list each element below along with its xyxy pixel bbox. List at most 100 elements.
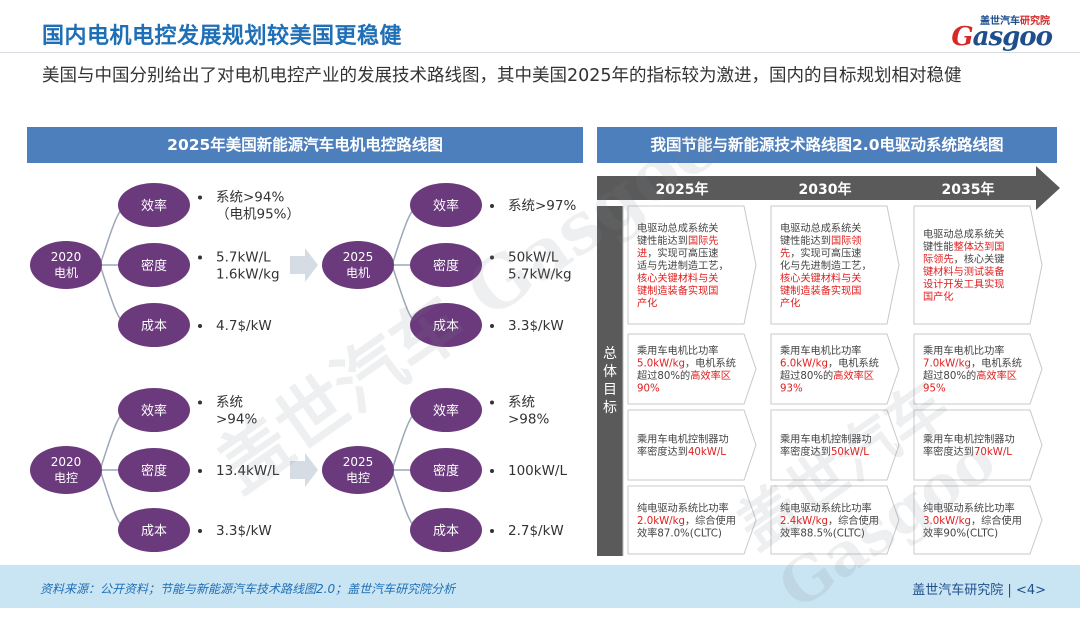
end-node	[322, 446, 394, 494]
target-text-line: 乘用车电机控制器功	[923, 433, 1015, 446]
metric-from-value: 系统	[216, 395, 243, 411]
highlight-text: 进	[637, 247, 647, 259]
target-text-line: 键性能达到国际领	[780, 234, 862, 247]
start-node-year: 2020	[51, 455, 82, 469]
highlight-text: 93%	[780, 384, 803, 395]
highlight-text: 键制造装备实现国	[780, 284, 862, 297]
highlight-text: 5.0kW/kg	[637, 359, 685, 370]
metric-node	[118, 303, 190, 347]
target-text-line: 率密度达到70kW/L	[923, 445, 1012, 458]
target-box	[913, 485, 1043, 555]
metric-node-label: 成本	[141, 319, 167, 334]
highlight-text: 高效率区	[690, 369, 731, 382]
target-text-line: 适与先进制造工艺，	[637, 259, 729, 272]
highlight-text: 70kW/L	[974, 447, 1012, 458]
header-divider	[0, 52, 1080, 53]
gasgoo-logo: 盖世汽车研究院 Gasgoo	[938, 12, 1058, 52]
plain-text: 乘用车电机控制器功	[780, 433, 872, 446]
end-node-label: 电机	[346, 266, 370, 280]
metric-node	[410, 508, 482, 552]
target-text-line: 7.0kW/kg，电机系统	[923, 357, 1022, 370]
metric-node-label: 效率	[141, 198, 167, 214]
highlight-text: 产化	[637, 296, 657, 309]
side-label-char: 目	[603, 382, 617, 398]
metric-node	[118, 243, 190, 287]
metric-from-value: 1.6kW/kg	[216, 267, 280, 283]
metric-node-label: 成本	[433, 524, 459, 539]
highlight-text: 键材料与测试装备	[923, 265, 1005, 278]
metric-node-label: 密度	[141, 463, 167, 479]
highlight-text: 90%	[637, 384, 660, 395]
plain-text: 纯电驱动系统比功率	[923, 501, 1015, 514]
target-box	[770, 485, 900, 555]
plain-text: 效率88.5%(CLTC)	[780, 526, 865, 539]
plain-text: ，综合使用	[685, 514, 736, 527]
target-text-line: 键材料与测试装备	[923, 265, 1005, 278]
year-label: 2030年	[799, 181, 852, 198]
end-node-year: 2025	[343, 250, 374, 264]
plain-text: 超过80%的	[923, 369, 976, 382]
target-text-line: 率密度达到40kW/L	[637, 445, 726, 458]
metric-node-label: 效率	[433, 403, 459, 419]
target-text-line: 超过80%的高效率区	[637, 369, 731, 382]
metric-node	[118, 508, 190, 552]
highlight-text: 7.0kW/kg	[923, 359, 971, 370]
target-text-line: 国产化	[923, 290, 954, 303]
end-node-year: 2025	[343, 455, 374, 469]
end-node-label: 电控	[346, 471, 370, 485]
metric-to-value: 100kW/L	[508, 463, 567, 479]
metric-from-value: 13.4kW/L	[216, 463, 280, 479]
plain-text: 率密度达到	[923, 445, 974, 458]
metric-node-label: 效率	[141, 403, 167, 419]
target-text-line: 际领先，核心关键	[923, 253, 1005, 266]
metric-to-value: 5.7kW/kg	[508, 267, 572, 283]
metric-node	[410, 448, 482, 492]
bullet	[490, 324, 494, 328]
target-box	[627, 409, 757, 481]
target-box	[770, 333, 900, 405]
metric-to-value: 50kW/L	[508, 250, 559, 266]
side-label-char: 总	[603, 346, 617, 362]
plain-text: 纯电驱动系统比功率	[637, 501, 729, 514]
target-text-line: 5.0kW/kg，电机系统	[637, 357, 736, 370]
target-text-line: 93%	[780, 384, 803, 395]
target-text-line: 效率90%(CLTC)	[923, 526, 998, 539]
metric-node-label: 密度	[433, 463, 459, 479]
page-subtitle: 美国与中国分别给出了对电机电控产业的发展技术路线图，其中美国2025年的指标较为…	[42, 66, 962, 86]
target-text-line: 6.0kW/kg，电机系统	[780, 357, 879, 370]
plain-text: 乘用车电机比功率	[923, 344, 1005, 357]
bullet	[198, 469, 202, 473]
plain-text: ，电机系统	[685, 357, 736, 370]
highlight-text: 2.4kW/kg	[780, 516, 828, 527]
plain-text: 化与先进制造工艺，	[780, 259, 872, 272]
metric-to-value: >98%	[508, 412, 549, 428]
target-text-line: 先，实现可高压速	[780, 246, 862, 259]
plain-text: 乘用车电机控制器功	[923, 433, 1015, 446]
metric-to-value: 2.7$/kW	[508, 523, 564, 539]
bullet	[490, 469, 494, 473]
highlight-text: 整体达到国	[954, 240, 1005, 253]
metric-node	[118, 183, 190, 227]
plain-text: 电驱动总成系统关	[637, 221, 719, 234]
footer-bar	[0, 565, 1080, 608]
target-text-line: 率密度达到50kW/L	[780, 445, 869, 458]
plain-text: 键性能达到	[780, 234, 831, 247]
plain-text: 效率87.0%(CLTC)	[637, 526, 722, 539]
highlight-text: 高效率区	[833, 369, 874, 382]
metric-node	[410, 303, 482, 347]
plain-text: 乘用车电机比功率	[780, 344, 862, 357]
target-text-line: 产化	[637, 296, 657, 309]
bullet	[198, 400, 202, 405]
target-box	[913, 409, 1043, 481]
plain-text: ，电机系统	[828, 357, 879, 370]
metric-node-label: 成本	[433, 319, 459, 334]
metric-node-label: 成本	[141, 524, 167, 539]
target-text-line: 键制造装备实现国	[637, 284, 719, 297]
highlight-text: 40kW/L	[688, 447, 726, 458]
target-text-line: 电驱动总成系统关	[780, 221, 862, 234]
year-label: 2025年	[656, 181, 709, 198]
footer-org: 盖世汽车研究院	[912, 583, 1004, 598]
highlight-text: 先	[780, 247, 790, 259]
highlight-text: 高效率区	[976, 369, 1017, 382]
bullet	[490, 204, 494, 208]
